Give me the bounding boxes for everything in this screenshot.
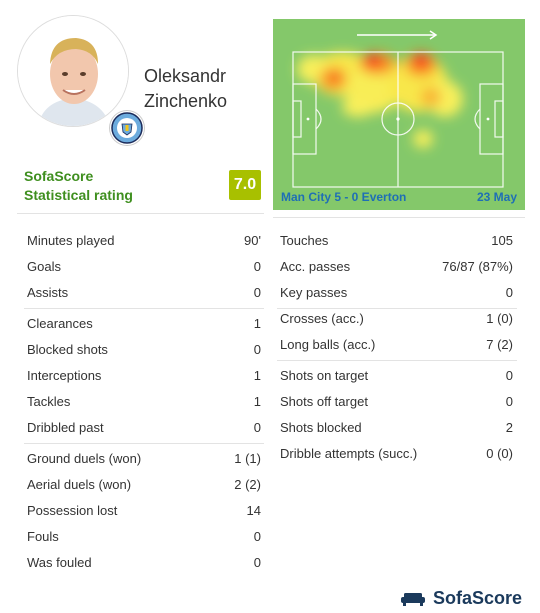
stat-label: Interceptions — [27, 368, 102, 383]
rating-badge: 7.0 — [229, 170, 261, 200]
player-last-name: Zinchenko — [144, 91, 228, 111]
stat-label: Key passes — [280, 285, 348, 300]
stat-label: Shots on target — [280, 368, 369, 383]
stat-row-tackles: Tackles 1 — [27, 389, 261, 415]
heatmap-panel: Man City 5 - 0 Everton 23 May — [273, 19, 525, 210]
player-avatar — [17, 15, 144, 145]
stat-label: Crosses (acc.) — [280, 311, 364, 326]
stat-value: 0 (0) — [486, 446, 513, 461]
sofa-icon — [400, 592, 425, 606]
stat-row-crosses: Crosses (acc.) 1 (0) — [280, 306, 513, 332]
stat-value: 0 — [253, 529, 261, 544]
stat-row-dribbled-past: Dribbled past 0 — [27, 415, 261, 441]
stat-value: 0 — [253, 342, 261, 357]
stat-value: 0 — [505, 285, 513, 300]
stat-label: Ground duels (won) — [27, 451, 142, 466]
stat-label: Tackles — [27, 394, 71, 409]
stat-value: 105 — [491, 233, 513, 248]
stat-row-key-passes: Key passes 0 — [280, 280, 513, 306]
stat-row-minutes-played: Minutes played 90' — [27, 228, 261, 254]
stat-label: Minutes played — [27, 233, 115, 248]
stat-value: 0 — [253, 420, 261, 435]
stat-value: 0 — [505, 394, 513, 409]
rating-subtitle: Statistical rating — [24, 187, 133, 203]
stat-label: Possession lost — [27, 503, 118, 518]
divider — [24, 308, 264, 309]
player-name: Oleksandr Zinchenko — [144, 64, 264, 114]
footer-brand: SofaScore — [400, 588, 522, 609]
stat-label: Shots off target — [280, 394, 368, 409]
stat-row-ground-duels: Ground duels (won) 1 (1) — [27, 446, 261, 472]
footer-brand-text: SofaScore — [432, 588, 522, 608]
divider — [24, 443, 264, 444]
stat-row-clearances: Clearances 1 — [27, 311, 261, 337]
rating-brand: SofaScore — [24, 168, 94, 184]
stat-value: 2 (2) — [234, 477, 261, 492]
stat-label: Clearances — [27, 316, 93, 331]
stat-label: Goals — [27, 259, 61, 274]
stat-value: 2 — [505, 420, 513, 435]
divider — [277, 308, 517, 309]
stat-label: Assists — [27, 285, 69, 300]
player-photo — [18, 16, 128, 126]
stat-label: Was fouled — [27, 555, 92, 570]
stat-label: Fouls — [27, 529, 59, 544]
stat-row-shots-off-target: Shots off target 0 — [280, 389, 513, 415]
rating-title: SofaScore Statistical rating — [24, 167, 133, 205]
stat-label: Dribbled past — [27, 420, 104, 435]
stat-label: Long balls (acc.) — [280, 337, 376, 352]
divider — [277, 360, 517, 361]
heatmap-match: Man City 5 - 0 Everton — [281, 190, 407, 204]
stat-row-touches: Touches 105 — [280, 228, 513, 254]
player-first-name: Oleksandr — [144, 66, 227, 86]
stat-row-fouls: Fouls 0 — [27, 524, 261, 550]
stat-row-long-balls: Long balls (acc.) 7 (2) — [280, 332, 513, 358]
stat-value: 14 — [246, 503, 261, 518]
stat-row-acc-passes: Acc. passes 76/87 (87%) — [280, 254, 513, 280]
stat-row-was-fouled: Was fouled 0 — [27, 550, 261, 576]
stat-label: Aerial duels (won) — [27, 477, 132, 492]
stat-row-blocked-shots: Blocked shots 0 — [27, 337, 261, 363]
heatmap-date: 23 May — [476, 190, 517, 204]
stat-value: 1 — [253, 394, 261, 409]
stat-label: Dribble attempts (succ.) — [280, 446, 418, 461]
stat-value: 0 — [253, 555, 261, 570]
stat-value: 0 — [505, 368, 513, 383]
stat-row-goals: Goals 0 — [27, 254, 261, 280]
stat-value: 1 — [253, 316, 261, 331]
stat-row-possession-lost: Possession lost 14 — [27, 498, 261, 524]
stat-row-assists: Assists 0 — [27, 280, 261, 306]
stat-row-aerial-duels: Aerial duels (won) 2 (2) — [27, 472, 261, 498]
stat-label: Blocked shots — [27, 342, 108, 357]
stat-label: Shots blocked — [280, 420, 362, 435]
stat-value: 0 — [253, 285, 261, 300]
club-badge-icon — [110, 111, 144, 145]
stat-label: Acc. passes — [280, 259, 351, 274]
stat-label: Touches — [280, 233, 329, 248]
stat-value: 90' — [244, 233, 261, 248]
stat-row-shots-blocked: Shots blocked 2 — [280, 415, 513, 441]
stat-value: 0 — [253, 259, 261, 274]
stat-value: 1 (1) — [234, 451, 261, 466]
stat-value: 1 — [253, 368, 261, 383]
divider — [17, 213, 264, 214]
stat-value: 7 (2) — [486, 337, 513, 352]
stat-row-dribble-attempts: Dribble attempts (succ.) 0 (0) — [280, 441, 513, 467]
stat-value: 1 (0) — [486, 311, 513, 326]
attack-direction-icon — [357, 30, 438, 40]
stat-row-interceptions: Interceptions 1 — [27, 363, 261, 389]
stat-value: 76/87 (87%) — [442, 259, 513, 274]
stat-row-shots-on-target: Shots on target 0 — [280, 363, 513, 389]
divider — [273, 217, 525, 218]
heatmap-pitch — [273, 19, 525, 210]
